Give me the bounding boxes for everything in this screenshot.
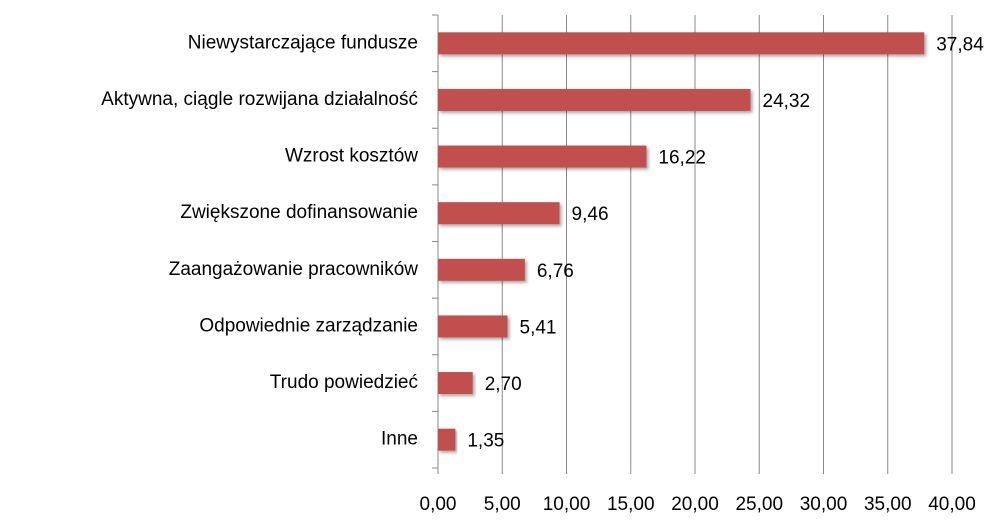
y-tick-label: Zwiększone dofinansowanie: [180, 202, 418, 223]
x-tick-label: 5,00: [484, 494, 521, 515]
data-label: 5,41: [520, 317, 557, 338]
y-tick-label: Aktywna, ciągle rozwijana działalność: [101, 89, 418, 110]
x-tick-label: 10,00: [543, 494, 591, 515]
bar: [438, 258, 525, 281]
x-tick-label: 30,00: [800, 494, 848, 515]
bar: [438, 32, 925, 55]
y-tick-label: Odpowiednie zarządzanie: [199, 315, 418, 336]
bar: [438, 202, 560, 225]
y-tick-label: Wzrost kosztów: [285, 146, 418, 167]
x-tick-label: 0,00: [420, 494, 457, 515]
x-tick-label: 20,00: [671, 494, 719, 515]
data-label: 9,46: [572, 204, 609, 225]
bar: [438, 372, 473, 395]
y-tick-label: Trudo powiedzieć: [270, 372, 418, 393]
data-label: 37,84: [936, 34, 984, 55]
y-tick-label: Inne: [381, 429, 418, 450]
x-tick-label: 25,00: [735, 494, 783, 515]
bar: [438, 145, 647, 168]
x-tick-label: 35,00: [864, 494, 912, 515]
bar: [438, 315, 508, 338]
y-tick-label: Zaangażowanie pracowników: [169, 259, 419, 280]
bar: [438, 88, 751, 111]
y-tick-label: Niewystarczające fundusze: [188, 32, 418, 53]
data-label: 1,35: [467, 431, 504, 452]
x-tick-label: 15,00: [607, 494, 655, 515]
data-label: 2,70: [485, 374, 522, 395]
bar: [438, 428, 456, 451]
data-label: 16,22: [658, 148, 706, 169]
x-tick-label: 40,00: [928, 494, 976, 515]
data-label: 6,76: [537, 261, 574, 282]
data-label: 24,32: [763, 91, 811, 112]
